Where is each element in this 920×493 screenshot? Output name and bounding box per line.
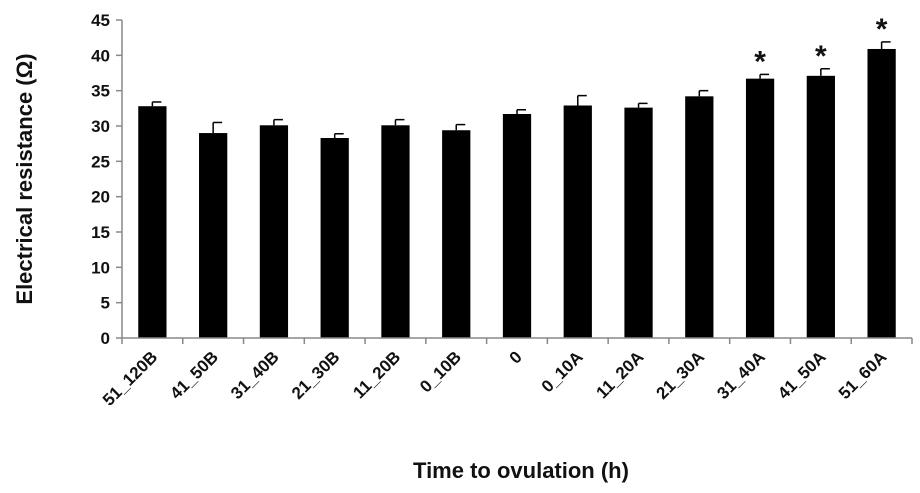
x-tick-label: 31_40A [713, 347, 769, 403]
error-bar [212, 121, 223, 134]
significance-star: * [876, 13, 888, 46]
y-axis-ticks: 0 5 10 15 20 25 30 35 40 45 [91, 11, 122, 348]
error-bar [820, 68, 830, 76]
bar [563, 105, 592, 338]
x-tick-label: 21_30B [288, 347, 344, 403]
bar [259, 125, 289, 338]
error-bar [880, 41, 891, 49]
x-axis-title: Time to ovulation (h) [413, 458, 629, 483]
x-tick-label: 0_10A [538, 347, 587, 396]
x-tick-label: 41_50A [774, 347, 830, 403]
x-tick-label: 11_20A [592, 347, 647, 402]
x-tick-label: 51_60A [835, 347, 891, 403]
y-axis-title: Electrical resistance (Ω) [12, 53, 37, 304]
bar [745, 78, 775, 339]
error-bar [333, 133, 344, 139]
bar [867, 48, 896, 339]
significance-markers: * * * [754, 13, 888, 79]
x-tick-label: 41_50B [166, 347, 222, 403]
error-bar [394, 118, 405, 126]
significance-star: * [815, 40, 827, 73]
y-tick-label: 5 [101, 294, 110, 313]
x-tick-label: 0_10B [416, 347, 465, 396]
error-bar [455, 123, 466, 131]
bar [624, 107, 653, 338]
x-tick-label: 0 [506, 347, 526, 367]
bar [138, 106, 167, 338]
bar [199, 133, 228, 338]
x-tick-label: 11_20B [349, 347, 404, 402]
bar [685, 96, 714, 338]
y-tick-label: 15 [91, 223, 110, 242]
error-bar [273, 118, 283, 126]
x-tick-label: 51_120B [99, 347, 161, 409]
y-tick-label: 40 [91, 46, 110, 65]
y-tick-label: 30 [91, 117, 110, 136]
y-tick-label: 45 [91, 11, 110, 30]
y-tick-label: 20 [91, 188, 110, 207]
y-tick-label: 0 [101, 329, 110, 348]
error-bar [698, 89, 709, 97]
x-tick-label: 21_30A [653, 347, 709, 403]
error-bar [637, 102, 648, 108]
y-tick-label: 35 [91, 82, 110, 101]
bar [502, 113, 532, 338]
bar [381, 125, 410, 338]
y-tick-label: 10 [91, 258, 110, 277]
error-bar [577, 94, 587, 106]
y-tick-label: 25 [91, 152, 110, 171]
x-axis-ticks: 51_120B 41_50B 31_40B 21_30B 11_20B 0_10B 0 0_1… [99, 338, 913, 410]
x-tick-label: 31_40B [227, 347, 283, 403]
error-bar [759, 73, 770, 79]
error-bars [151, 41, 891, 139]
bar [442, 130, 471, 338]
error-bar [516, 108, 526, 114]
bars [138, 48, 896, 339]
bar [806, 75, 835, 339]
error-bar [151, 101, 162, 107]
bar [320, 138, 349, 338]
significance-star: * [754, 45, 766, 78]
